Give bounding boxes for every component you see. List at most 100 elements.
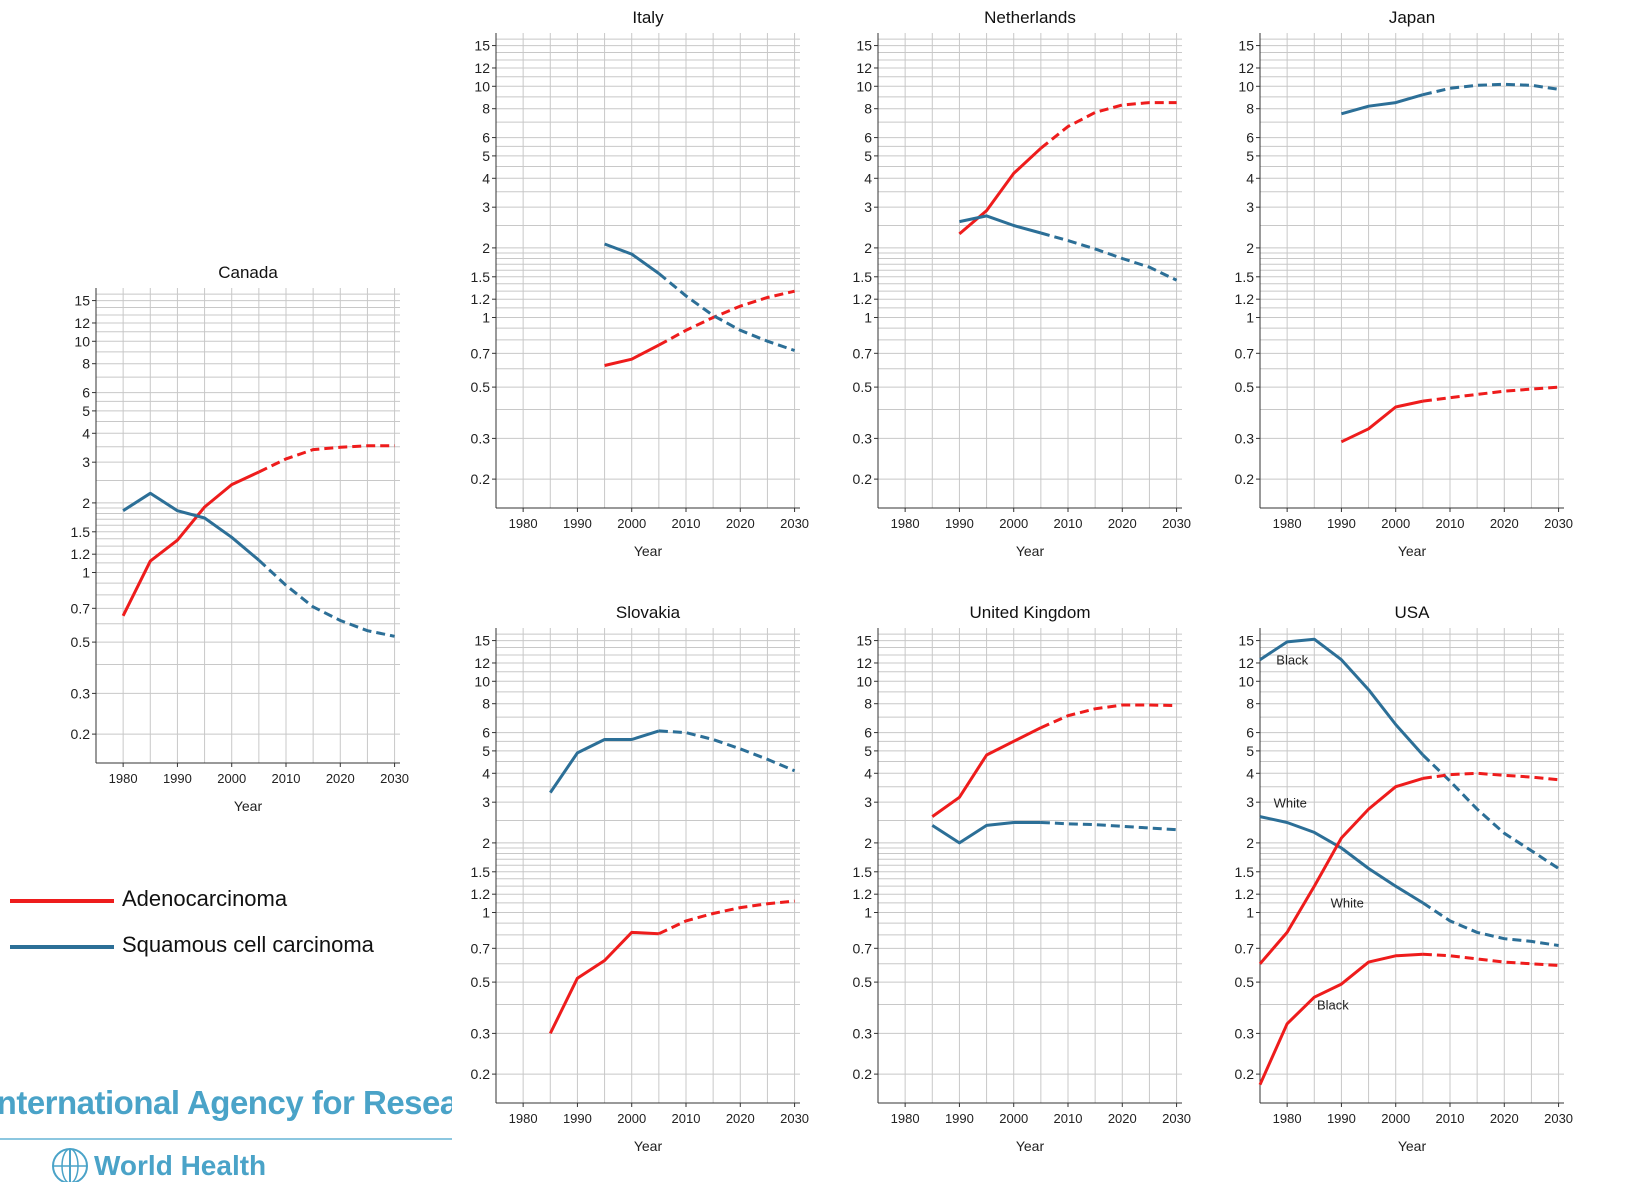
y-tick-label: 12 [474, 60, 490, 76]
series-line-projected [1040, 231, 1178, 282]
y-tick-label: 1 [1246, 309, 1254, 325]
y-tick-label: 6 [864, 130, 872, 146]
y-tick-label: 1 [864, 904, 872, 920]
y-tick-label: 3 [1246, 199, 1254, 215]
series-squamous-1 [959, 214, 1178, 282]
y-tick-label: 15 [1238, 633, 1254, 649]
x-tick-label: 2030 [1162, 516, 1191, 531]
y-tick-label: 8 [482, 101, 490, 117]
y-tick-label: 2 [1246, 835, 1254, 851]
chart-canada: 0.2 0.3 0.5 0.7 1 1.2 1.5 2 3 4 5 6 8 10 12 15 1980 1990 2… [71, 263, 410, 814]
y-tick-label: 0.3 [853, 1025, 873, 1041]
gridlines [877, 33, 1182, 508]
series-line-projected [1422, 385, 1559, 403]
chart-title: Italy [632, 8, 664, 27]
x-tick-label: 1990 [563, 1111, 592, 1126]
y-tick-label: 0.7 [1235, 345, 1255, 361]
y-tick-label: 1.2 [1235, 291, 1255, 307]
chart-title: Slovakia [616, 603, 681, 622]
who-emblem-icon [52, 1148, 88, 1182]
y-tick-label: 0.7 [471, 940, 491, 956]
x-tick-label: 2010 [1054, 1111, 1083, 1126]
y-tick-label: 1.5 [71, 524, 91, 540]
y-tick-label: 12 [1238, 60, 1254, 76]
x-axis-label: Year [1016, 1138, 1045, 1154]
chart-italy: 0.2 0.3 0.5 0.7 1 1.2 1.5 2 3 4 5 6 8 10 12 15 1980 1990 2… [471, 8, 810, 559]
chart-netherlands: 0.2 0.3 0.5 0.7 1 1.2 1.5 2 3 4 5 6 8 10 12 15 1980 1990 2… [853, 8, 1192, 559]
series-squamous-1 [604, 242, 796, 352]
gridlines [495, 628, 800, 1103]
y-tick-label: 1.2 [471, 291, 491, 307]
series-line-observed [1258, 776, 1424, 965]
y-tick-label: 15 [474, 633, 490, 649]
chart-japan: 0.2 0.3 0.5 0.7 1 1.2 1.5 2 3 4 5 6 8 10 12 15 1980 1990 2… [1235, 8, 1574, 559]
gridlines [1259, 33, 1564, 508]
y-tick-label: 4 [82, 425, 90, 441]
y-tick-label: 0.3 [71, 685, 91, 701]
series-line-observed [1340, 93, 1424, 116]
x-axis-label: Year [1016, 543, 1045, 559]
y-tick-label: 6 [482, 725, 490, 741]
y-tick-label: 8 [82, 356, 90, 372]
y-tick-label: 1.5 [1235, 864, 1255, 880]
series-line-projected [1422, 901, 1559, 947]
y-tick-label: 5 [864, 743, 872, 759]
x-tick-label: 1980 [1273, 516, 1302, 531]
panel-canada: 0.2 0.3 0.5 0.7 1 1.2 1.5 2 3 4 5 6 8 10 12 15 1980 1990 2… [40, 258, 410, 814]
y-tick-label: 1 [82, 564, 90, 580]
y-tick-label: 1 [482, 904, 490, 920]
y-tick-label: 0.7 [1235, 940, 1255, 956]
x-tick-label: 2000 [999, 516, 1028, 531]
y-tick-label: 0.2 [853, 471, 873, 487]
x-tick-label: 1980 [509, 516, 538, 531]
panel-netherlands: 0.2 0.3 0.5 0.7 1 1.2 1.5 2 3 4 5 6 8 10 12 15 1980 1990 2… [822, 3, 1192, 559]
series-line-projected [1039, 101, 1177, 150]
series-squamous-1 [1259, 815, 1559, 947]
x-tick-label: 1980 [891, 1111, 920, 1126]
y-tick-label: 2 [482, 240, 490, 256]
series-squamous-1 [549, 729, 796, 794]
x-tick-label: 1980 [1273, 1111, 1302, 1126]
y-tick-label: 0.3 [1235, 430, 1255, 446]
y-tick-label: 1.2 [853, 886, 873, 902]
series-line-projected [658, 289, 795, 347]
series-line-projected [1422, 82, 1559, 97]
y-tick-label: 0.5 [1235, 974, 1255, 990]
y-tick-label: 3 [482, 199, 490, 215]
chart-title: Canada [218, 263, 278, 282]
series-line-observed [1258, 952, 1423, 1086]
y-tick-label: 10 [474, 78, 490, 94]
y-tick-label: 3 [82, 454, 90, 470]
y-tick-label: 1.5 [471, 864, 491, 880]
series-adeno-0 [931, 703, 1177, 818]
series-adeno-2 [1258, 771, 1559, 965]
x-tick-label: 2020 [1490, 516, 1519, 531]
series-annotation: White [1274, 795, 1307, 810]
x-tick-label: 1990 [1327, 1111, 1356, 1126]
y-tick-label: 0.2 [853, 1066, 873, 1082]
series-line-projected [257, 559, 395, 638]
series-line-projected [1422, 952, 1559, 967]
x-tick-label: 2020 [726, 516, 755, 531]
y-tick-label: 2 [482, 835, 490, 851]
x-tick-label: 2030 [780, 516, 809, 531]
y-tick-label: 2 [82, 495, 90, 511]
y-tick-label: 1.2 [471, 886, 491, 902]
y-tick-label: 12 [856, 60, 872, 76]
series-line-observed [1259, 815, 1424, 905]
series-squamous-1 [931, 821, 1177, 845]
y-tick-label: 5 [482, 148, 490, 164]
series-line-observed [958, 147, 1042, 236]
series-annotation: White [1331, 896, 1364, 911]
legend-label-squamous: Squamous cell carcinoma [122, 932, 374, 957]
y-tick-label: 0.7 [853, 940, 873, 956]
series-squamous-1 [122, 491, 395, 638]
y-tick-label: 2 [864, 835, 872, 851]
y-tick-label: 1.2 [1235, 886, 1255, 902]
y-tick-label: 8 [1246, 696, 1254, 712]
y-tick-label: 0.2 [71, 726, 91, 742]
x-tick-label: 2020 [326, 771, 355, 786]
panel-uk: 0.2 0.3 0.5 0.7 1 1.2 1.5 2 3 4 5 6 8 10 12 15 1980 1990 2… [822, 598, 1192, 1154]
x-tick-label: 1990 [163, 771, 192, 786]
series-line-observed [121, 470, 260, 617]
